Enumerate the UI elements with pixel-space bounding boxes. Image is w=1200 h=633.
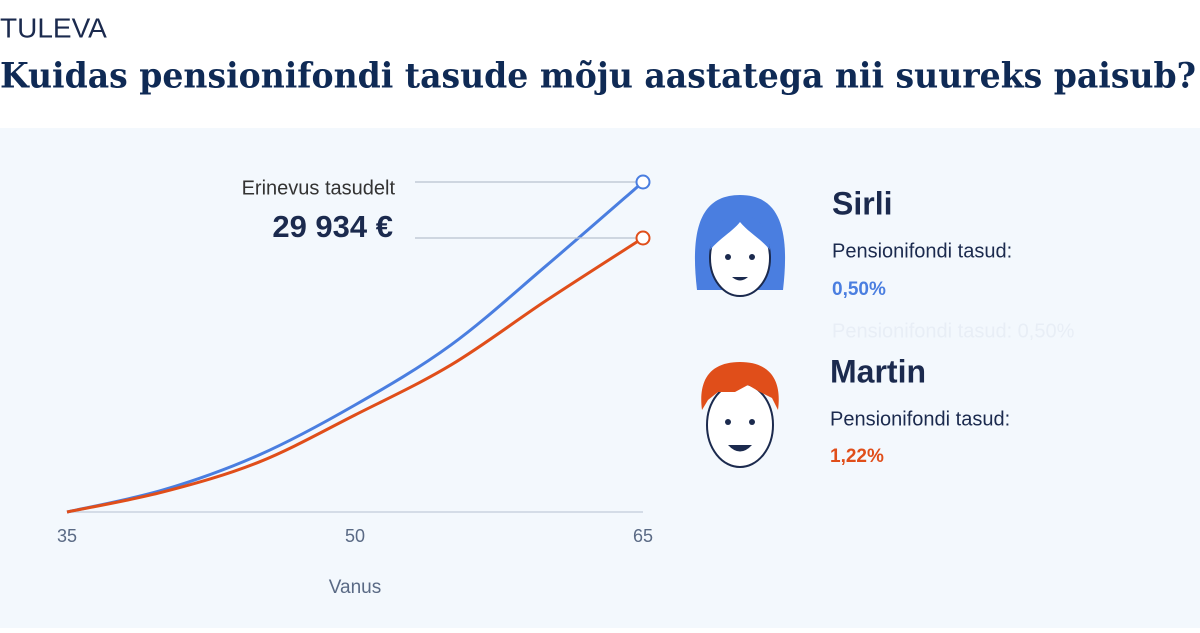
end-point — [635, 174, 651, 190]
end-point — [635, 230, 651, 246]
fee-value: 1,22% — [830, 446, 884, 467]
x-tick-label: 35 — [57, 526, 77, 546]
title: Kuidas pensionifondi tasude mõju aastate… — [0, 56, 1196, 97]
series-line — [66, 180, 644, 514]
x-tick-label: 50 — [345, 526, 365, 546]
x-tick-label: 65 — [633, 526, 653, 546]
series-name: Sirli — [832, 185, 892, 221]
x-axis-label: Vanus — [329, 577, 381, 598]
annotation-value: 29 934 € — [272, 209, 393, 244]
brand: TULEVA — [0, 12, 107, 43]
martin-avatar — [701, 362, 779, 468]
annotation-text: Erinevus tasudelt — [242, 177, 396, 199]
fee-value: 0,50% — [832, 279, 886, 300]
series-line — [66, 236, 644, 514]
ghost-text: Pensionifondi tasud: 0,50% — [832, 320, 1075, 342]
profile-text: Sirli Pensionifondi tasud: 0,50% Pension… — [830, 185, 1075, 467]
series-name: Martin — [830, 353, 926, 389]
panel-background — [0, 128, 1200, 628]
fee-caption: Pensionifondi tasud: — [832, 240, 1012, 262]
sirli-avatar — [694, 195, 786, 297]
fee-caption: Pensionifondi tasud: — [830, 408, 1010, 430]
